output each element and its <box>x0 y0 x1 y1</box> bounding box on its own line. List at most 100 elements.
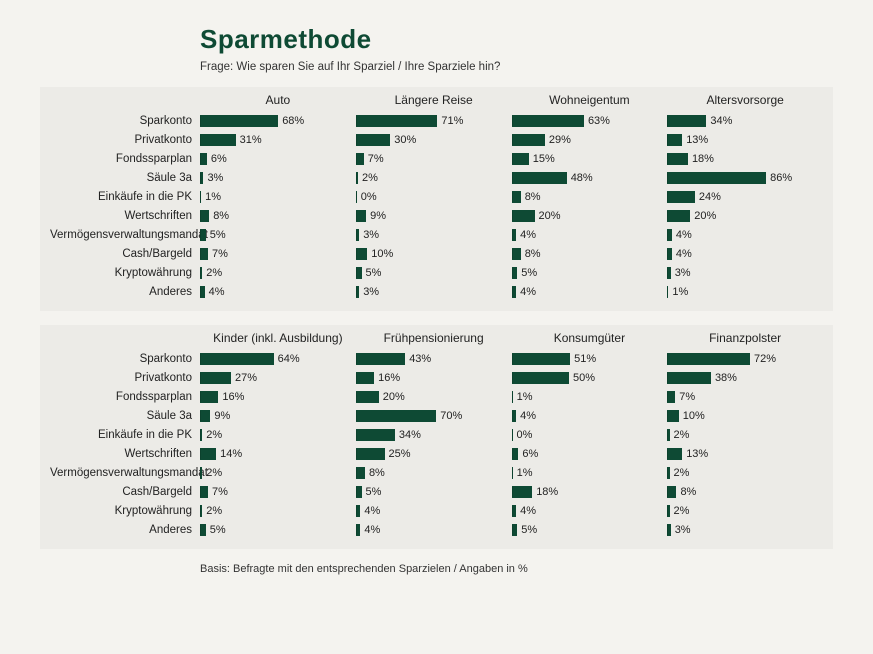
bar-value: 6% <box>522 448 538 460</box>
row-label: Cash/Bargeld <box>50 486 200 498</box>
bar-value: 1% <box>205 191 221 203</box>
data-row: Sparkonto64%43%51%72% <box>50 349 823 368</box>
bar-cell: 5% <box>200 228 356 242</box>
bar-cell: 71% <box>356 114 512 128</box>
row-label: Sparkonto <box>50 115 200 127</box>
bar-value: 2% <box>362 172 378 184</box>
bar <box>200 153 207 165</box>
bar <box>667 391 675 403</box>
row-label: Einkäufe in die PK <box>50 429 200 441</box>
bar-value: 14% <box>220 448 242 460</box>
page-subtitle: Frage: Wie sparen Sie auf Ihr Sparziel /… <box>200 61 833 73</box>
bar-value: 2% <box>206 505 222 517</box>
bar-cell: 20% <box>512 209 668 223</box>
bar <box>512 353 571 365</box>
bar-cell: 30% <box>356 133 512 147</box>
bar-cell: 9% <box>356 209 512 223</box>
data-row: Anderes5%4%5%3% <box>50 520 823 539</box>
bar-value: 86% <box>770 172 792 184</box>
bar <box>200 448 216 460</box>
column-title: Kinder (inkl. Ausbildung) <box>200 331 356 349</box>
bar-value: 20% <box>383 391 405 403</box>
row-label: Fondssparplan <box>50 153 200 165</box>
bar <box>356 467 365 479</box>
bar-cell: 20% <box>667 209 823 223</box>
column-title: Altersvorsorge <box>667 93 823 111</box>
bar-value: 3% <box>675 524 691 536</box>
bar-cell: 0% <box>512 428 668 442</box>
row-label: Privatkonto <box>50 134 200 146</box>
bar-cell: 51% <box>512 352 668 366</box>
bar-value: 70% <box>440 410 462 422</box>
bar-cell: 3% <box>667 266 823 280</box>
bar-value: 13% <box>686 134 708 146</box>
bar <box>200 486 208 498</box>
column-title: Frühpensionierung <box>356 331 512 349</box>
bar-value: 2% <box>206 429 222 441</box>
bar-value: 1% <box>517 467 533 479</box>
bar-value: 5% <box>366 267 382 279</box>
data-row: Säule 3a9%70%4%10% <box>50 406 823 425</box>
row-label: Vermögensverwaltungsmandat <box>50 229 200 241</box>
bar <box>667 486 676 498</box>
bar <box>667 153 688 165</box>
bar <box>667 353 750 365</box>
bar-value: 16% <box>378 372 400 384</box>
row-label: Wertschriften <box>50 210 200 222</box>
bar-cell: 3% <box>200 171 356 185</box>
bar-value: 51% <box>574 353 596 365</box>
bar-value: 18% <box>536 486 558 498</box>
bar-value: 0% <box>361 191 377 203</box>
bar-value: 63% <box>588 115 610 127</box>
bar-value: 1% <box>517 391 533 403</box>
bar-value: 4% <box>676 248 692 260</box>
bar-value: 64% <box>278 353 300 365</box>
bar-value: 34% <box>399 429 421 441</box>
bar-cell: 5% <box>512 266 668 280</box>
bar-value: 3% <box>363 286 379 298</box>
bar-cell: 1% <box>512 390 668 404</box>
bar-value: 29% <box>549 134 571 146</box>
bar-value: 4% <box>364 505 380 517</box>
bar-cell: 34% <box>667 114 823 128</box>
bar-value: 7% <box>212 486 228 498</box>
bar-cell: 20% <box>356 390 512 404</box>
data-row: Cash/Bargeld7%10%8%4% <box>50 244 823 263</box>
bar-cell: 16% <box>200 390 356 404</box>
data-row: Wertschriften14%25%6%13% <box>50 444 823 463</box>
bar-cell: 8% <box>356 466 512 480</box>
row-label: Fondssparplan <box>50 391 200 403</box>
bar-cell: 7% <box>667 390 823 404</box>
bar-cell: 63% <box>512 114 668 128</box>
bar <box>512 191 521 203</box>
bar-value: 2% <box>674 429 690 441</box>
bar-cell: 16% <box>356 371 512 385</box>
data-row: Privatkonto 31% 30% 29% 13% <box>50 130 823 149</box>
bar-value: 4% <box>520 286 536 298</box>
row-label: Cash/Bargeld <box>50 248 200 260</box>
bar-value: 5% <box>210 229 226 241</box>
bar <box>356 391 379 403</box>
bar-cell: 1% <box>200 190 356 204</box>
bar <box>667 372 711 384</box>
page-title: Sparmethode <box>200 24 833 55</box>
bar-cell: 29% <box>512 133 668 147</box>
bar-cell: 3% <box>667 523 823 537</box>
bar-value: 7% <box>679 391 695 403</box>
row-label: Sparkonto <box>50 353 200 365</box>
bar-value: 9% <box>214 410 230 422</box>
bar-value: 34% <box>710 115 732 127</box>
bar-value: 4% <box>364 524 380 536</box>
bar-value: 20% <box>539 210 561 222</box>
bar-cell: 4% <box>512 504 668 518</box>
bar-cell: 6% <box>512 447 668 461</box>
bar-value: 5% <box>366 486 382 498</box>
bar-cell: 4% <box>512 228 668 242</box>
bar-cell: 7% <box>200 247 356 261</box>
data-row: Privatkonto27%16%50%38% <box>50 368 823 387</box>
row-label: Privatkonto <box>50 372 200 384</box>
bar-cell: 34% <box>356 428 512 442</box>
bar-value: 31% <box>240 134 262 146</box>
bar-value: 6% <box>211 153 227 165</box>
column-title: Auto <box>200 93 356 111</box>
